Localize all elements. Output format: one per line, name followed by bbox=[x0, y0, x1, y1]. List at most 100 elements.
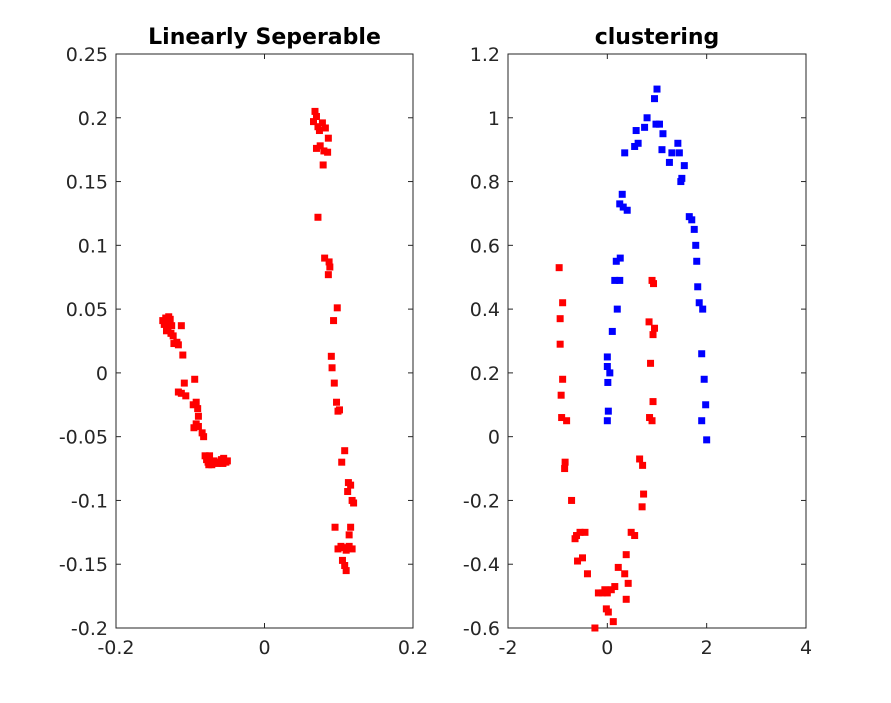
data-point bbox=[327, 352, 335, 360]
data-point bbox=[558, 414, 566, 422]
data-point bbox=[557, 391, 565, 399]
x-tick-label: 2 bbox=[701, 637, 713, 659]
data-point bbox=[348, 545, 356, 553]
data-point bbox=[623, 206, 631, 214]
data-point bbox=[603, 417, 611, 425]
data-point bbox=[693, 257, 701, 265]
data-point bbox=[320, 147, 328, 155]
y-tick-label: 0.05 bbox=[66, 299, 108, 321]
y-tick-label: -0.4 bbox=[463, 554, 500, 576]
data-point bbox=[568, 496, 576, 504]
data-point bbox=[675, 149, 683, 157]
data-point bbox=[200, 433, 208, 441]
data-point bbox=[182, 392, 190, 400]
data-point bbox=[350, 499, 358, 507]
data-point bbox=[555, 264, 563, 272]
data-point bbox=[330, 317, 338, 325]
data-point bbox=[335, 406, 343, 414]
data-point bbox=[312, 144, 320, 152]
data-point bbox=[333, 398, 341, 406]
clustering-axes-box bbox=[507, 53, 807, 629]
data-point bbox=[177, 389, 185, 397]
data-point bbox=[559, 299, 567, 307]
y-tick-label: 1.2 bbox=[470, 44, 500, 66]
y-tick-label: 0 bbox=[96, 363, 108, 385]
clustering-series-0 bbox=[555, 264, 659, 632]
data-point bbox=[698, 350, 706, 358]
data-point bbox=[612, 257, 620, 265]
linear-title: Linearly Seperable bbox=[148, 25, 381, 50]
data-point bbox=[328, 364, 336, 372]
data-point bbox=[179, 351, 187, 359]
x-tick-label: 0 bbox=[601, 637, 613, 659]
data-point bbox=[311, 107, 319, 115]
data-point bbox=[331, 523, 339, 531]
data-point bbox=[643, 114, 651, 122]
y-tick-label: -0.1 bbox=[71, 490, 108, 512]
data-point bbox=[649, 398, 657, 406]
data-point bbox=[190, 424, 198, 432]
data-point bbox=[583, 570, 591, 578]
data-point bbox=[591, 624, 599, 632]
data-point bbox=[194, 422, 202, 430]
x-tick-label: -2 bbox=[499, 637, 518, 659]
y-tick-label: -0.2 bbox=[463, 490, 500, 512]
data-point bbox=[698, 417, 706, 425]
data-point bbox=[631, 532, 639, 540]
data-point bbox=[314, 213, 322, 221]
data-point bbox=[556, 340, 564, 348]
data-point bbox=[702, 401, 710, 409]
data-point bbox=[677, 178, 685, 186]
clustering-plot: clustering 1.2 1 0.8 0.6 0.4 0.2 0 -0.2 -0.4 -0.6-… bbox=[463, 25, 812, 659]
x-tick-label: 4 bbox=[800, 637, 812, 659]
data-point bbox=[561, 458, 569, 466]
data-point bbox=[692, 241, 700, 249]
data-point bbox=[604, 407, 612, 415]
data-point bbox=[609, 618, 617, 626]
data-point bbox=[622, 595, 630, 603]
y-tick-label: 0 bbox=[488, 427, 500, 449]
data-point bbox=[618, 190, 626, 198]
data-point bbox=[658, 146, 666, 154]
data-point bbox=[559, 375, 567, 383]
data-point bbox=[324, 134, 332, 142]
data-point bbox=[201, 452, 209, 460]
data-point bbox=[571, 535, 579, 543]
data-point bbox=[648, 417, 656, 425]
y-tick-label: 0.2 bbox=[78, 108, 108, 130]
data-point bbox=[651, 95, 659, 103]
data-point bbox=[614, 563, 622, 571]
data-point bbox=[180, 379, 188, 387]
data-point bbox=[608, 327, 616, 335]
data-point bbox=[342, 567, 350, 575]
data-point bbox=[326, 263, 334, 271]
data-point bbox=[220, 454, 228, 462]
data-point bbox=[611, 583, 619, 591]
data-point bbox=[164, 323, 172, 331]
data-point bbox=[219, 459, 227, 467]
data-point bbox=[604, 608, 612, 616]
y-tick-label: -0.15 bbox=[59, 554, 108, 576]
data-point bbox=[342, 546, 350, 554]
y-tick-label: 0.8 bbox=[470, 172, 500, 194]
data-point bbox=[581, 528, 589, 536]
data-point bbox=[168, 322, 176, 330]
data-point bbox=[649, 331, 657, 339]
data-point bbox=[639, 461, 647, 469]
data-point bbox=[321, 124, 329, 132]
data-point bbox=[333, 304, 341, 312]
data-point bbox=[647, 359, 655, 367]
data-point bbox=[700, 375, 708, 383]
data-point bbox=[338, 458, 346, 466]
y-tick-label: 0.4 bbox=[470, 299, 500, 321]
data-point bbox=[688, 216, 696, 224]
data-point bbox=[579, 554, 586, 562]
y-tick-label: 1 bbox=[488, 108, 500, 130]
data-point bbox=[223, 457, 231, 465]
data-point bbox=[695, 299, 703, 307]
data-point bbox=[345, 531, 353, 539]
data-point bbox=[324, 148, 332, 156]
data-point bbox=[659, 130, 667, 138]
data-point bbox=[325, 258, 333, 266]
